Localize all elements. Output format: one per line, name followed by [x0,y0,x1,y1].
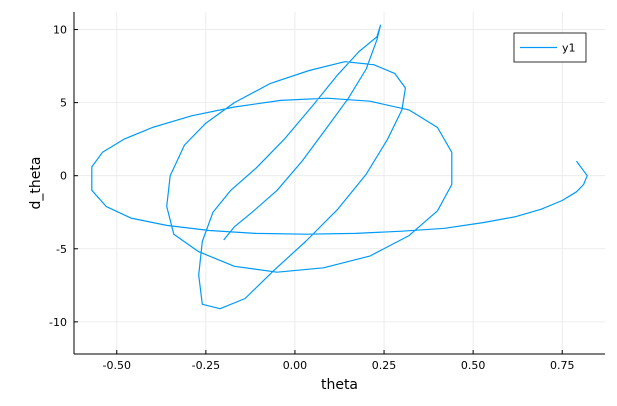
x-tick-label-4: 0.50 [461,359,486,372]
x-tick-label-1: -0.25 [192,359,220,372]
y-tick-label-1: -5 [56,243,67,256]
y-axis: -10 -5 0 5 10 [49,12,78,354]
x-axis-title: theta [321,377,358,393]
y-tick-label-4: 10 [53,24,67,37]
legend-label-y1: y1 [562,42,576,55]
x-tick-label-0: -0.50 [103,359,131,372]
legend: y1 [513,32,587,63]
y-tick-label-2: 0 [60,170,67,183]
grid-lines [74,12,605,354]
x-tick-label-2: 0.00 [283,359,308,372]
series-line-y1 [91,24,588,310]
series-layer [91,24,588,310]
x-tick-label-5: 0.75 [550,359,575,372]
y-tick-label-0: -10 [49,316,67,329]
y-axis-title: d_theta [28,157,44,210]
x-tick-label-3: 0.25 [372,359,397,372]
y-tick-label-3: 5 [60,97,67,110]
x-axis: -0.50 -0.25 0.00 0.25 0.50 0.75 [74,350,605,372]
